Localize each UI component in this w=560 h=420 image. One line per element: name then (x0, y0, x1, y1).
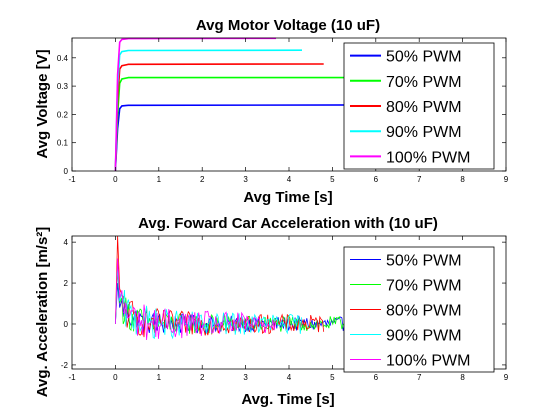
y-tick-label: -2 (61, 361, 69, 370)
series-line (114, 49, 303, 172)
y-tick-label: 0 (64, 167, 69, 176)
x-tick-label: 1 (157, 175, 162, 184)
x-tick-label: -1 (68, 175, 76, 184)
legend-entry-label: 80% PWM (386, 303, 462, 320)
acceleration-y-label: Avg. Acceleration [m/s²] (34, 227, 51, 398)
acceleration-chart-title: Avg. Foward Car Acceleration with (10 uF… (138, 215, 438, 232)
series-line (114, 37, 277, 172)
series-line (114, 76, 376, 172)
x-tick-label: 6 (374, 175, 379, 184)
voltage-series-group (114, 37, 489, 172)
series-line (115, 266, 302, 340)
y-tick-label: 0.1 (57, 139, 69, 148)
voltage-chart: Avg Motor Voltage (10 uF) -1 0 1 2 3 4 5 6 7 8 9 0… (34, 17, 509, 206)
x-tick-label: 4 (287, 175, 292, 184)
x-tick-label: 8 (460, 175, 465, 184)
acceleration-x-label: Avg. Time [s] (241, 391, 334, 408)
legend-entry-label: 70% PWM (386, 278, 462, 295)
legend-box (343, 42, 495, 170)
y-tick-label: 4 (64, 238, 69, 247)
x-tick-label: 0 (113, 175, 118, 184)
acceleration-legend: 50% PWM 70% PWM 80% PWM 90% PWM 100% PWM (343, 246, 495, 373)
y-tick-label: 0.4 (57, 54, 69, 63)
legend-entry-label: 100% PWM (386, 353, 470, 370)
voltage-legend: 50% PWM 70% PWM 80% PWM 90% PWM 100% PWM (343, 42, 495, 170)
voltage-chart-title: Avg Motor Voltage (10 uF) (196, 17, 380, 34)
y-tick-label: 2 (64, 279, 69, 288)
y-tick-label: 0.3 (57, 82, 69, 91)
x-tick-label: 7 (417, 175, 422, 184)
voltage-y-ticks: 0 0.1 0.2 0.3 0.4 (57, 54, 506, 176)
x-tick-label: 5 (330, 373, 335, 382)
x-tick-label: 8 (460, 373, 465, 382)
voltage-y-label: Avg Voltage [V] (34, 49, 51, 158)
series-line (115, 235, 325, 338)
legend-entry-label: 90% PWM (386, 328, 462, 345)
x-tick-label: 7 (417, 373, 422, 382)
y-tick-label: 0 (64, 320, 69, 329)
series-line (115, 258, 276, 341)
x-tick-label: -1 (68, 373, 76, 382)
x-tick-label: 0 (113, 373, 118, 382)
x-tick-label: 6 (374, 373, 379, 382)
voltage-x-ticks: -1 0 1 2 3 4 5 6 7 8 9 (68, 38, 509, 184)
y-tick-label: 0.2 (57, 110, 69, 119)
acceleration-y-ticks: -2 0 2 4 (61, 238, 506, 370)
voltage-x-label: Avg Time [s] (243, 189, 332, 206)
legend-entry-label: 80% PWM (386, 99, 462, 116)
x-tick-label: 2 (200, 373, 205, 382)
acceleration-chart: Avg. Foward Car Acceleration with (10 uF… (34, 215, 509, 408)
series-line (114, 63, 324, 172)
x-tick-label: 9 (504, 373, 509, 382)
x-tick-label: 1 (157, 373, 162, 382)
legend-entry-label: 50% PWM (386, 49, 462, 66)
x-tick-label: 5 (330, 175, 335, 184)
legend-entry-label: 100% PWM (386, 149, 470, 166)
legend-entry-label: 90% PWM (386, 124, 462, 141)
x-tick-label: 9 (504, 175, 509, 184)
legend-entry-label: 50% PWM (386, 253, 462, 270)
legend-entry-label: 70% PWM (386, 74, 462, 91)
acceleration-x-ticks: -1 0 1 2 3 4 5 6 7 8 9 (68, 236, 509, 382)
x-tick-label: 4 (287, 373, 292, 382)
x-tick-label: 2 (200, 175, 205, 184)
x-tick-label: 3 (243, 175, 248, 184)
x-tick-label: 3 (243, 373, 248, 382)
